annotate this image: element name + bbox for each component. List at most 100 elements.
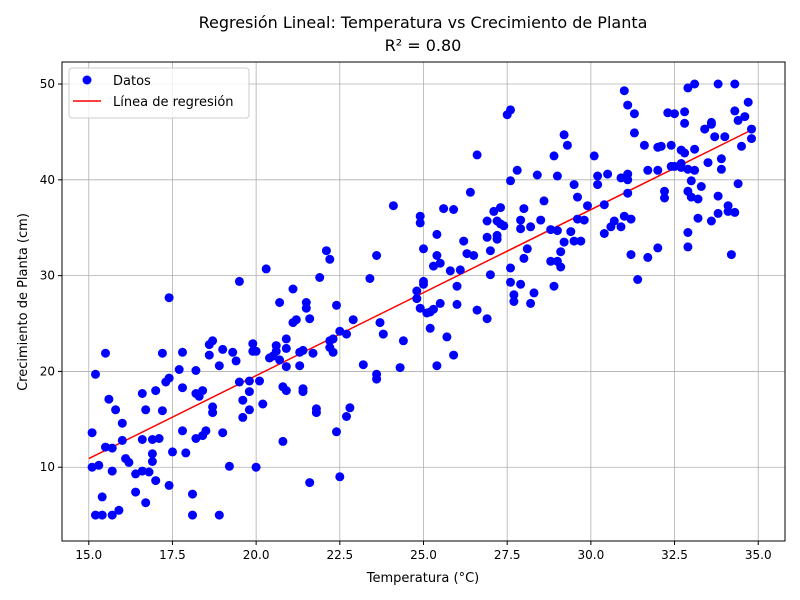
data-point (626, 250, 636, 260)
data-point (683, 228, 693, 237)
data-point (562, 140, 572, 150)
data-point (415, 218, 425, 228)
data-point (666, 140, 676, 150)
data-point (332, 427, 341, 437)
data-point (218, 344, 228, 354)
data-point (117, 418, 127, 428)
data-point (566, 227, 576, 237)
data-point (157, 348, 167, 358)
regression-line (88, 129, 752, 460)
data-point (412, 286, 422, 296)
data-point (472, 150, 482, 160)
data-point (97, 492, 107, 502)
data-point (415, 211, 425, 221)
data-point (244, 405, 254, 415)
data-point (449, 205, 459, 214)
data-point (328, 347, 338, 357)
data-point (569, 180, 579, 190)
data-point (321, 246, 331, 256)
data-point (419, 244, 428, 254)
data-point (643, 252, 653, 262)
data-point (506, 105, 515, 115)
data-point (234, 276, 244, 286)
data-point (218, 428, 228, 438)
data-point (141, 498, 151, 508)
data-point (716, 164, 726, 174)
data-point (234, 377, 244, 387)
data-point (556, 262, 566, 272)
data-point (117, 435, 127, 445)
data-point (191, 366, 201, 375)
data-point (670, 109, 679, 119)
data-point (633, 275, 643, 284)
data-point (660, 193, 669, 203)
data-point (730, 79, 740, 89)
data-point (97, 510, 107, 520)
data-point (599, 200, 609, 210)
data-point (154, 434, 164, 443)
data-point (526, 222, 536, 232)
data-point (519, 253, 529, 263)
data-point (228, 347, 238, 357)
legend-box (68, 67, 250, 119)
data-point (291, 315, 301, 325)
data-point (144, 467, 154, 477)
data-point (147, 449, 157, 459)
data-point (653, 142, 663, 152)
y-axis-ticks: 10 20 30 40 50 (40, 77, 62, 474)
data-point (164, 480, 174, 490)
data-point (639, 140, 649, 150)
regression-line-group (88, 129, 752, 460)
data-point (573, 214, 582, 224)
data-point (599, 229, 609, 238)
data-point (509, 297, 519, 306)
data-point (703, 158, 713, 168)
data-point (716, 154, 726, 164)
data-point (623, 169, 633, 179)
data-point (439, 204, 449, 214)
data-point (509, 290, 519, 300)
data-point (104, 394, 114, 404)
data-point (559, 130, 569, 140)
data-point (224, 461, 234, 471)
data-point (311, 408, 321, 418)
data-point (107, 466, 117, 476)
data-point (298, 384, 308, 394)
data-point (706, 119, 716, 129)
data-point (569, 236, 579, 246)
data-point (325, 254, 335, 264)
data-point (449, 350, 459, 360)
data-point (395, 363, 405, 373)
data-point (723, 201, 733, 211)
data-point (188, 510, 197, 520)
data-point (506, 277, 515, 287)
data-point (178, 383, 187, 393)
data-point (248, 339, 258, 349)
data-point (690, 144, 700, 154)
data-point (295, 361, 305, 371)
data-point (342, 412, 351, 421)
data-point (485, 270, 495, 280)
x-tick-label: 15.0 (75, 548, 102, 562)
data-point (733, 115, 743, 125)
data-point (332, 300, 341, 310)
chart-subtitle: R² = 0.80 (385, 36, 462, 55)
data-point (238, 412, 248, 422)
data-point (539, 196, 549, 206)
data-point (730, 207, 740, 217)
data-point (281, 334, 291, 344)
legend-marker-datos (82, 75, 92, 85)
data-point (94, 460, 104, 470)
data-point (506, 176, 515, 186)
data-point (305, 314, 315, 324)
data-point (281, 386, 291, 396)
data-point (720, 132, 730, 142)
data-point (730, 106, 740, 116)
data-point (378, 329, 388, 339)
data-point (201, 426, 211, 436)
data-point (626, 214, 636, 224)
data-point (747, 134, 756, 144)
data-point (388, 201, 398, 211)
data-point (288, 284, 298, 294)
data-point (164, 293, 174, 303)
